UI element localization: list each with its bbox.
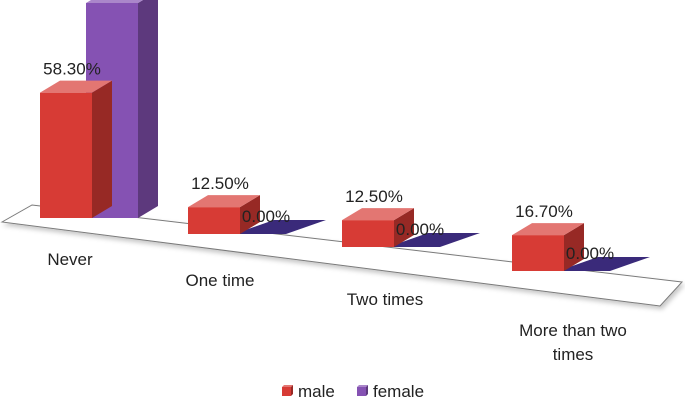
category-label-two-times: Two times [347,290,424,309]
bar-male-more-than-two-times-side [564,223,584,271]
data-label-male-more-than-two-times: 16.70% [515,202,573,221]
legend-item-male: male [282,382,335,400]
bar-male-one-time-front [188,207,240,234]
category-label-one-time: One time [186,271,255,290]
legend-label-female: female [373,382,424,400]
data-label-female-more-than-two-times: 0.00% [566,244,614,263]
category-label-more-than-two-times: More than two times [519,321,627,364]
bar-male-never [40,80,112,218]
bar-male-one-time-top [188,195,260,208]
bar-female-one-time [234,220,326,234]
data-label-male-two-times: 12.50% [345,187,403,206]
data-label-female-one-time: 0.00% [242,207,290,226]
bar-male-more-than-two-times [512,223,584,271]
bar-female-never-top [86,0,143,3]
chart-floor [0,204,684,307]
bar-male-never-top [40,80,112,93]
category-label-never: Never [47,250,93,269]
bar-female-more-than-two-times [558,257,650,271]
bar-male-two-times-top [342,208,414,221]
data-label-male-one-time: 12.50% [191,174,249,193]
legend-swatch-female [357,387,366,396]
bar-male-one-time-side [240,195,260,234]
bar-female-never-side [138,0,158,218]
bar-male-more-than-two-times-top [512,223,584,236]
bar-male-more-than-two-times-front [512,235,564,271]
bar-male-two-times-front [342,220,394,247]
data-label-male-never: 58.30% [43,60,101,79]
legend-label-male: male [298,382,335,400]
bar-female-two-times [388,233,480,247]
legend-item-female: female [357,382,424,400]
bar-male-never-front [40,92,92,218]
bar-male-two-times [342,208,414,247]
legend-swatch-male [282,387,291,396]
bar-male-never-side [92,80,112,218]
data-label-female-two-times: 0.00% [396,220,444,239]
bar-male-one-time [188,195,260,234]
bar-male-two-times-side [394,208,414,247]
